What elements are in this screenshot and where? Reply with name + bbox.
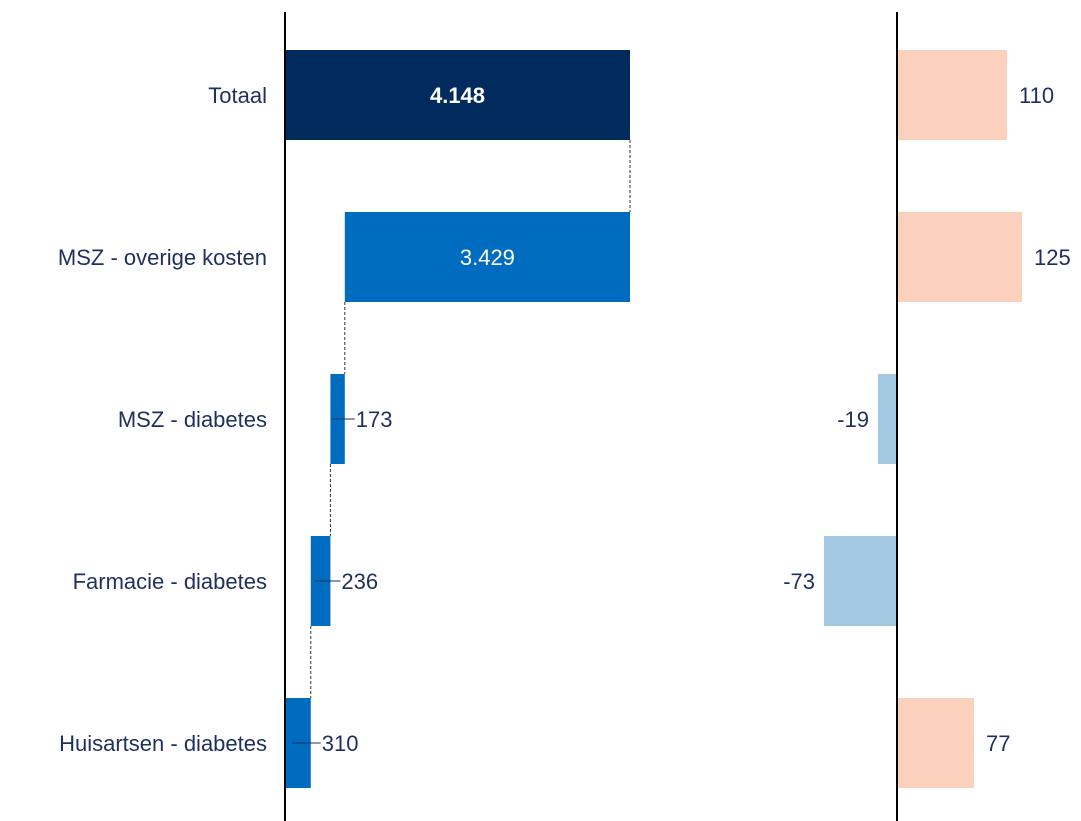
- change-bar: [878, 374, 897, 464]
- change-value-label: -73: [783, 569, 815, 594]
- bar-value-label: 3.429: [460, 245, 515, 270]
- category-label: MSZ - overige kosten: [58, 245, 267, 270]
- change-bar: [897, 698, 974, 788]
- change-bar: [897, 212, 1022, 302]
- category-label: Totaal: [208, 83, 267, 108]
- waterfall-bar: [344, 212, 630, 302]
- change-value-label: 125: [1034, 245, 1071, 270]
- bar-value-label: 4.148: [430, 83, 485, 108]
- waterfall-bar: [285, 50, 630, 140]
- bar-value-label: 310: [322, 731, 359, 756]
- change-value-label: 110: [1019, 83, 1054, 108]
- category-label: Huisartsen - diabetes: [59, 731, 267, 756]
- change-value-label: 77: [986, 731, 1010, 756]
- change-value-label: -19: [837, 407, 869, 432]
- change-bar: [824, 536, 897, 626]
- category-label: MSZ - diabetes: [118, 407, 267, 432]
- change-bar: [897, 50, 1007, 140]
- bar-value-label: 236: [341, 569, 378, 594]
- category-label: Farmacie - diabetes: [73, 569, 267, 594]
- bar-value-label: 173: [356, 407, 393, 432]
